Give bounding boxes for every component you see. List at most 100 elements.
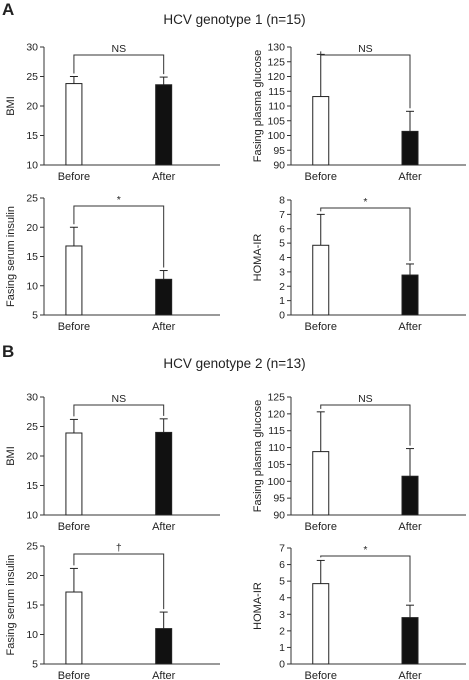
y-tick-label: 130 — [267, 42, 285, 54]
significance-label: * — [363, 544, 367, 556]
y-tick-label: 25 — [26, 541, 38, 553]
y-tick-label: 90 — [273, 160, 285, 172]
bar-after — [401, 617, 419, 665]
category-label: After — [398, 321, 422, 333]
chart-8: 0 1 2 3 4 5 6 7 HOMA-IR Before After * — [252, 543, 466, 680]
y-tick-label: 20 — [26, 101, 38, 113]
y-tick-label: 25 — [26, 421, 38, 433]
y-tick-label: 20 — [26, 570, 38, 582]
significance-label: † — [116, 542, 122, 554]
y-tick-label: 25 — [26, 71, 38, 83]
y-tick-label: 5 — [32, 310, 38, 322]
y-tick-label: 4 — [279, 252, 285, 264]
y-tick-label: 115 — [268, 86, 285, 98]
y-tick-label: 2 — [279, 625, 285, 637]
bar-after — [155, 628, 173, 665]
significance-label: * — [117, 194, 121, 206]
y-tick-label: 105 — [267, 115, 285, 127]
category-label: After — [398, 171, 422, 183]
y-tick-label: 125 — [267, 56, 285, 68]
bar-before — [312, 451, 330, 516]
category-label: Before — [58, 521, 90, 533]
y-tick-label: 15 — [26, 480, 38, 492]
category-label: After — [398, 521, 422, 533]
significance-bracket — [320, 404, 411, 446]
y-tick-label: 4 — [279, 592, 285, 604]
bar-before — [65, 245, 83, 316]
category-label: Before — [58, 171, 90, 183]
y-axis-label: BMI — [5, 96, 17, 116]
bar-after — [155, 278, 173, 316]
y-tick-label: 6 — [279, 223, 285, 235]
chart-1: 10 15 20 25 30 BMI Before After NS — [5, 42, 220, 183]
y-tick-label: 1 — [279, 295, 285, 307]
significance-label: NS — [112, 393, 127, 405]
y-tick-label: 20 — [26, 451, 38, 463]
y-axis-label: HOMA-IR — [252, 234, 264, 282]
y-tick-label: 25 — [26, 193, 38, 205]
bar-after — [155, 431, 173, 516]
significance-label: NS — [358, 393, 373, 405]
y-tick-label: 6 — [279, 559, 285, 571]
y-tick-label: 90 — [273, 510, 285, 522]
significance-bracket — [320, 207, 411, 261]
y-tick-label: 5 — [279, 238, 285, 250]
significance-bracket — [320, 555, 411, 603]
bar-before — [65, 591, 83, 665]
y-tick-label: 95 — [273, 145, 285, 157]
chart-4: 0 1 2 3 4 5 6 7 8 HOMA-IR Before After * — [252, 195, 466, 333]
y-tick-label: 5 — [32, 659, 38, 671]
y-tick-label: 15 — [26, 251, 38, 263]
significance-bracket — [73, 404, 165, 417]
bar-before — [312, 96, 330, 166]
category-label: Before — [305, 321, 337, 333]
significance-label: NS — [358, 43, 373, 55]
bar-after — [155, 84, 173, 166]
category-label: After — [152, 171, 176, 183]
bar-before — [312, 244, 330, 316]
category-label: After — [152, 321, 176, 333]
y-tick-label: 20 — [26, 222, 38, 234]
significance-label: NS — [112, 43, 127, 55]
y-tick-label: 120 — [267, 408, 285, 420]
y-tick-label: 125 — [267, 392, 285, 404]
y-axis-label: Fasing serum insulin — [5, 555, 17, 656]
bar-after — [401, 274, 419, 316]
chart-7: 5 10 15 20 25 Fasing serum insulin Before After… — [5, 541, 220, 680]
y-tick-label: 0 — [279, 659, 285, 671]
y-tick-label: 0 — [279, 310, 285, 322]
y-tick-label: 5 — [279, 576, 285, 588]
group-title-genotype-1: HCV genotype 1 (n=15) — [163, 12, 306, 27]
category-label: Before — [305, 521, 337, 533]
y-tick-label: 30 — [26, 392, 38, 404]
y-tick-label: 110 — [268, 101, 285, 113]
significance-bracket — [73, 54, 165, 75]
category-label: Before — [305, 670, 337, 680]
y-tick-label: 105 — [267, 459, 285, 471]
y-tick-label: 110 — [268, 442, 285, 454]
y-tick-label: 15 — [26, 600, 38, 612]
y-tick-label: 3 — [279, 266, 285, 278]
y-tick-label: 15 — [26, 130, 38, 142]
bar-before — [65, 83, 83, 166]
category-label: Before — [58, 321, 90, 333]
y-tick-label: 8 — [279, 195, 285, 207]
category-label: After — [152, 521, 176, 533]
bar-after — [401, 475, 419, 516]
y-tick-label: 95 — [273, 493, 285, 505]
panel-letter-a: A — [2, 0, 15, 19]
y-axis-label: Fasing plasma glucose — [252, 50, 264, 163]
y-tick-label: 30 — [26, 42, 38, 54]
category-label: Before — [305, 171, 337, 183]
bar-before — [312, 583, 330, 665]
category-label: After — [398, 670, 422, 680]
y-tick-label: 10 — [26, 629, 38, 641]
y-tick-label: 7 — [279, 209, 285, 221]
bar-after — [401, 130, 419, 166]
y-axis-label: HOMA-IR — [252, 582, 264, 630]
y-tick-label: 115 — [268, 425, 285, 437]
significance-bracket — [320, 51, 411, 109]
y-tick-label: 10 — [26, 160, 38, 172]
